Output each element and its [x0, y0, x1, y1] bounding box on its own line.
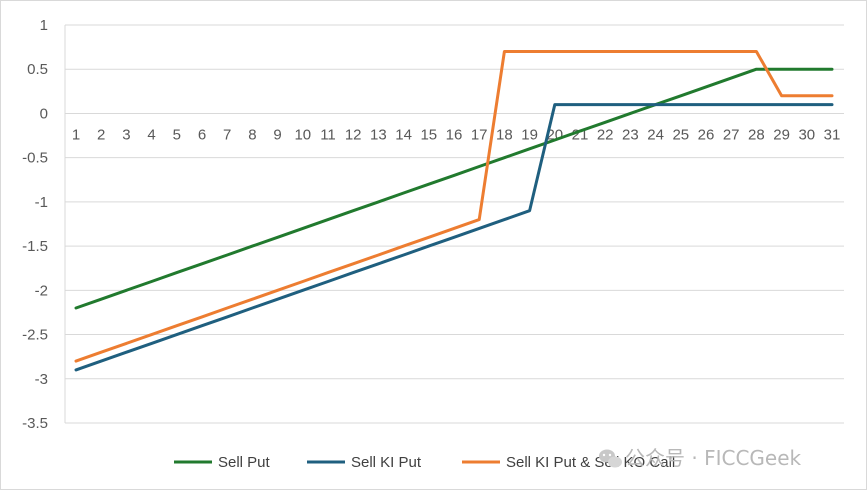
y-tick-label: -2: [35, 282, 48, 299]
x-axis-tick-labels: 1 2 3 4 5 6 7 8 9 10 11 12 13 14 15 16 17 18 19 20 21 22 23 24 2…: [72, 126, 841, 143]
series-lines: [74, 50, 834, 372]
x-tick-label: 25: [672, 126, 689, 143]
x-tick-label: 7: [223, 126, 231, 143]
series-line-1: [74, 67, 834, 310]
x-tick-label: 23: [622, 126, 639, 143]
x-tick-label: 4: [147, 126, 155, 143]
legend-label: Sell KI Put: [351, 454, 422, 471]
legend-label: Sell KI Put & Sell KO Call: [506, 454, 675, 471]
series-line-2: [74, 103, 834, 372]
y-tick-label: -3: [35, 371, 48, 388]
x-tick-label: 3: [122, 126, 130, 143]
y-tick-label: 0: [40, 105, 48, 122]
legend: Sell Put Sell KI Put Sell KI Put & Sell KO…: [174, 454, 675, 471]
wechat-icon: [599, 449, 622, 468]
x-tick-label: 1: [72, 126, 80, 143]
y-tick-label: -0.5: [22, 150, 48, 167]
x-tick-label: 6: [198, 126, 206, 143]
y-tick-label: 1: [40, 17, 48, 34]
x-tick-label: 27: [723, 126, 740, 143]
x-tick-label: 24: [647, 126, 664, 143]
x-tick-label: 19: [521, 126, 538, 143]
x-tick-label: 18: [496, 126, 513, 143]
x-tick-label: 11: [320, 126, 336, 143]
x-tick-label: 17: [471, 126, 488, 143]
x-tick-label: 5: [173, 126, 181, 143]
watermark: 公众号 · FICCGeek: [599, 446, 802, 470]
x-tick-label: 10: [294, 126, 311, 143]
x-tick-label: 29: [773, 126, 790, 143]
x-tick-label: 30: [798, 126, 815, 143]
series-line-3: [74, 50, 834, 363]
y-tick-label: -1: [35, 194, 48, 211]
x-tick-label: 13: [370, 126, 387, 143]
x-tick-label: 8: [248, 126, 256, 143]
x-tick-label: 28: [748, 126, 765, 143]
x-tick-label: 16: [446, 126, 463, 143]
y-tick-label: 0.5: [27, 61, 48, 78]
x-tick-label: 12: [345, 126, 362, 143]
x-tick-label: 2: [97, 126, 105, 143]
gridlines: [64, 24, 844, 424]
x-tick-label: 9: [273, 126, 281, 143]
watermark-text: 公众号 · FICCGeek: [625, 446, 802, 470]
x-tick-label: 15: [420, 126, 437, 143]
x-tick-label: 26: [698, 126, 715, 143]
y-tick-label: -3.5: [22, 415, 48, 432]
x-tick-label: 31: [824, 126, 841, 143]
x-tick-label: 14: [395, 126, 412, 143]
legend-label: Sell Put: [218, 454, 271, 471]
y-tick-label: -2.5: [22, 327, 48, 344]
y-tick-label: -1.5: [22, 238, 48, 255]
x-tick-label: 22: [597, 126, 614, 143]
y-axis-tick-labels: 1 0.5 0 -0.5 -1 -1.5 -2 -2.5 -3 -3.5: [22, 17, 48, 432]
